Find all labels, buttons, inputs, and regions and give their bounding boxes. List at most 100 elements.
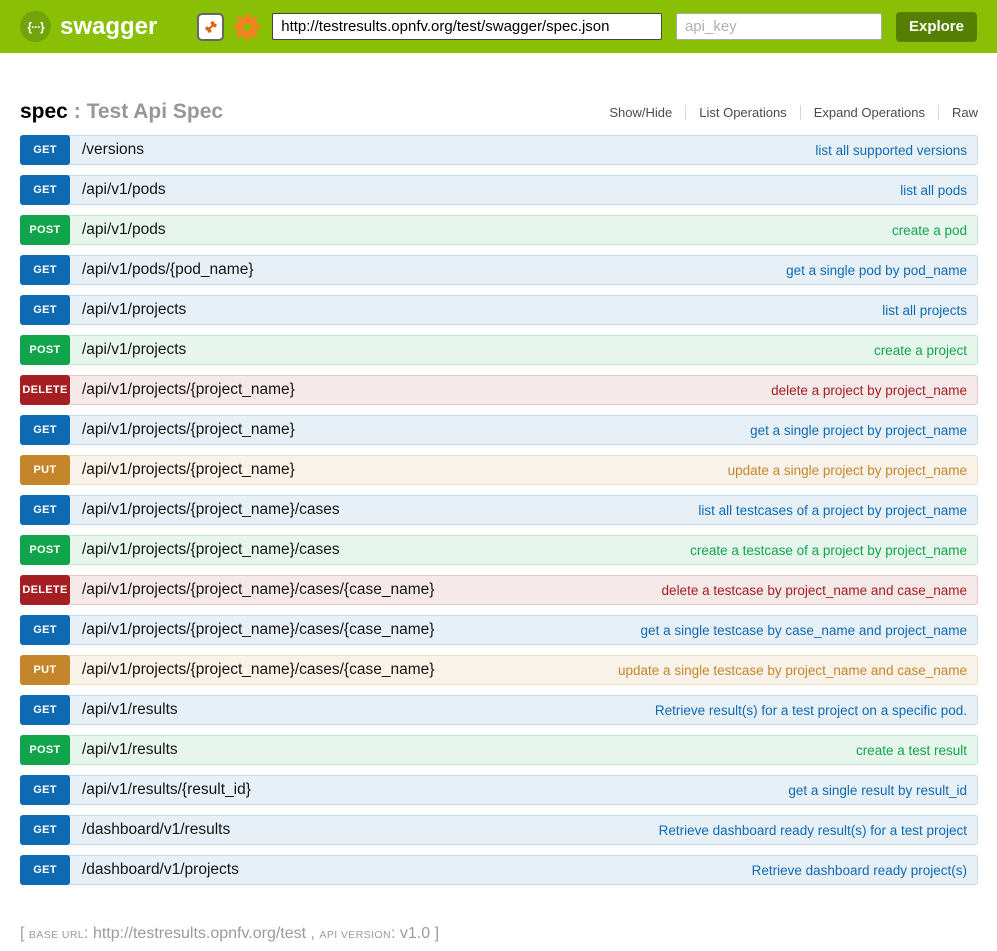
endpoint-path[interactable]: /api/v1/projects/{project_name}/cases/{c… bbox=[82, 661, 435, 678]
endpoint-summary[interactable]: get a single result by result_id bbox=[788, 782, 967, 798]
gear-icon-button[interactable] bbox=[232, 12, 262, 42]
page-title: spec : Test Api Spec bbox=[20, 100, 223, 124]
endpoint-summary[interactable]: get a single testcase by case_name and p… bbox=[640, 622, 967, 638]
endpoint-row[interactable]: GET /dashboard/v1/results Retrieve dashb… bbox=[20, 815, 978, 845]
title-separator: : bbox=[73, 100, 81, 123]
endpoint-row[interactable]: DELETE /api/v1/projects/{project_name}/c… bbox=[20, 575, 978, 605]
endpoint-path[interactable]: /api/v1/projects/{project_name}/cases bbox=[82, 541, 340, 558]
endpoint-row[interactable]: GET /api/v1/projects list all projects bbox=[20, 295, 978, 325]
endpoint-row[interactable]: GET /dashboard/v1/projects Retrieve dash… bbox=[20, 855, 978, 885]
endpoint-row[interactable]: POST /api/v1/pods create a pod bbox=[20, 215, 978, 245]
endpoint-path[interactable]: /dashboard/v1/projects bbox=[82, 861, 239, 878]
endpoint-summary[interactable]: list all pods bbox=[900, 182, 967, 198]
endpoint-path[interactable]: /api/v1/results/{result_id} bbox=[82, 781, 251, 798]
api-key-input[interactable] bbox=[675, 13, 882, 40]
endpoint-path[interactable]: /api/v1/projects/{project_name}/cases/{c… bbox=[82, 621, 435, 638]
api-version-label: api version bbox=[319, 929, 391, 941]
endpoint-summary[interactable]: Retrieve dashboard ready project(s) bbox=[751, 862, 967, 878]
endpoint-summary[interactable]: create a pod bbox=[891, 222, 967, 238]
method-badge[interactable]: GET bbox=[20, 255, 70, 285]
spec-url-input[interactable] bbox=[272, 13, 662, 40]
method-badge[interactable]: POST bbox=[20, 215, 70, 245]
endpoint-summary[interactable]: Retrieve result(s) for a test project on… bbox=[654, 702, 967, 718]
endpoint-row[interactable]: GET /api/v1/results Retrieve result(s) f… bbox=[20, 695, 978, 725]
method-badge[interactable]: POST bbox=[20, 335, 70, 365]
method-badge[interactable]: GET bbox=[20, 415, 70, 445]
endpoint-path[interactable]: /api/v1/projects/{project_name}/cases bbox=[82, 501, 340, 518]
base-url-value: http://testresults.opnfv.org/test bbox=[92, 925, 307, 942]
endpoint-summary[interactable]: create a project bbox=[873, 342, 967, 358]
endpoint-path[interactable]: /dashboard/v1/results bbox=[82, 821, 231, 838]
endpoint-row[interactable]: PUT /api/v1/projects/{project_name} upda… bbox=[20, 455, 978, 485]
endpoint-summary[interactable]: update a single testcase by project_name… bbox=[618, 662, 967, 678]
footer-open-bracket: [ bbox=[20, 925, 25, 942]
base-url-footer: [ base url: http://testresults.opnfv.org… bbox=[20, 925, 440, 942]
method-badge[interactable]: GET bbox=[20, 815, 70, 845]
footer-close-bracket: ] bbox=[434, 925, 440, 942]
method-badge[interactable]: DELETE bbox=[20, 575, 70, 605]
endpoint-summary[interactable]: create a test result bbox=[855, 742, 967, 758]
endpoint-path[interactable]: /api/v1/projects bbox=[82, 301, 187, 318]
endpoint-summary[interactable]: Retrieve dashboard ready result(s) for a… bbox=[658, 822, 967, 838]
method-badge[interactable]: GET bbox=[20, 175, 70, 205]
menu-item-raw[interactable]: Raw bbox=[937, 105, 978, 120]
method-badge[interactable]: GET bbox=[20, 295, 70, 325]
endpoint-path[interactable]: /api/v1/pods bbox=[82, 181, 166, 198]
endpoint-path[interactable]: /api/v1/pods bbox=[82, 221, 166, 238]
gear-icon bbox=[232, 12, 262, 42]
endpoint-summary[interactable]: create a testcase of a project by projec… bbox=[690, 542, 967, 558]
endpoint-row[interactable]: GET /versions list all supported version… bbox=[20, 135, 978, 165]
endpoint-summary[interactable]: list all projects bbox=[882, 302, 967, 318]
endpoint-row[interactable]: POST /api/v1/projects create a project bbox=[20, 335, 978, 365]
endpoint-row[interactable]: GET /api/v1/projects/{project_name}/case… bbox=[20, 495, 978, 525]
endpoint-row[interactable]: GET /api/v1/projects/{project_name} get … bbox=[20, 415, 978, 445]
endpoint-path[interactable]: /api/v1/projects/{project_name} bbox=[82, 461, 295, 478]
method-badge[interactable]: GET bbox=[20, 135, 70, 165]
endpoint-row[interactable]: DELETE /api/v1/projects/{project_name} d… bbox=[20, 375, 978, 405]
endpoint-path[interactable]: /api/v1/pods/{pod_name} bbox=[82, 261, 254, 278]
swagger-logo-icon: {···} bbox=[20, 11, 51, 42]
explore-button[interactable]: Explore bbox=[895, 11, 977, 42]
endpoint-summary[interactable]: list all supported versions bbox=[815, 142, 967, 158]
endpoint-path[interactable]: /api/v1/projects/{project_name}/cases/{c… bbox=[82, 581, 435, 598]
endpoint-row[interactable]: POST /api/v1/results create a test resul… bbox=[20, 735, 978, 765]
pet-bone-icon-button[interactable] bbox=[197, 12, 225, 41]
endpoint-row[interactable]: PUT /api/v1/projects/{project_name}/case… bbox=[20, 655, 978, 685]
method-badge[interactable]: GET bbox=[20, 695, 70, 725]
method-badge[interactable]: GET bbox=[20, 495, 70, 525]
method-badge[interactable]: PUT bbox=[20, 655, 70, 685]
menu-item-list-operations[interactable]: List Operations bbox=[685, 105, 787, 120]
endpoint-summary[interactable]: update a single project by project_name bbox=[727, 462, 967, 478]
endpoint-path[interactable]: /api/v1/projects bbox=[82, 341, 187, 358]
api-description: Test Api Spec bbox=[86, 100, 224, 123]
endpoint-path[interactable]: /api/v1/results bbox=[82, 741, 178, 758]
endpoint-summary[interactable]: get a single pod by pod_name bbox=[786, 262, 967, 278]
endpoint-path[interactable]: /api/v1/projects/{project_name} bbox=[82, 381, 295, 398]
title-row: spec : Test Api Spec Show/Hide List Opera… bbox=[20, 100, 978, 124]
endpoint-path[interactable]: /versions bbox=[82, 141, 145, 158]
endpoint-row[interactable]: GET /api/v1/pods list all pods bbox=[20, 175, 978, 205]
method-badge[interactable]: GET bbox=[20, 855, 70, 885]
endpoint-summary[interactable]: delete a project by project_name bbox=[771, 382, 967, 398]
swagger-logo-link[interactable]: {···} swagger bbox=[20, 11, 157, 42]
menu-item-show-hide[interactable]: Show/Hide bbox=[609, 105, 673, 120]
endpoint-path[interactable]: /api/v1/projects/{project_name} bbox=[82, 421, 295, 438]
menu-item-expand-operations[interactable]: Expand Operations bbox=[799, 105, 925, 120]
bone-icon bbox=[202, 18, 220, 36]
endpoint-row[interactable]: GET /api/v1/projects/{project_name}/case… bbox=[20, 615, 978, 645]
endpoint-row[interactable]: GET /api/v1/results/{result_id} get a si… bbox=[20, 775, 978, 805]
endpoint-summary[interactable]: delete a testcase by project_name and ca… bbox=[661, 582, 967, 598]
endpoint-summary[interactable]: get a single project by project_name bbox=[750, 422, 967, 438]
method-badge[interactable]: GET bbox=[20, 615, 70, 645]
endpoint-path[interactable]: /api/v1/results bbox=[82, 701, 178, 718]
method-badge[interactable]: POST bbox=[20, 735, 70, 765]
method-badge[interactable]: GET bbox=[20, 775, 70, 805]
method-badge[interactable]: PUT bbox=[20, 455, 70, 485]
method-badge[interactable]: POST bbox=[20, 535, 70, 565]
endpoint-row[interactable]: POST /api/v1/projects/{project_name}/cas… bbox=[20, 535, 978, 565]
base-url-label: base url bbox=[28, 929, 85, 941]
endpoint-summary[interactable]: list all testcases of a project by proje… bbox=[698, 502, 967, 518]
brand-title: swagger bbox=[60, 12, 158, 40]
endpoint-row[interactable]: GET /api/v1/pods/{pod_name} get a single… bbox=[20, 255, 978, 285]
method-badge[interactable]: DELETE bbox=[20, 375, 70, 405]
